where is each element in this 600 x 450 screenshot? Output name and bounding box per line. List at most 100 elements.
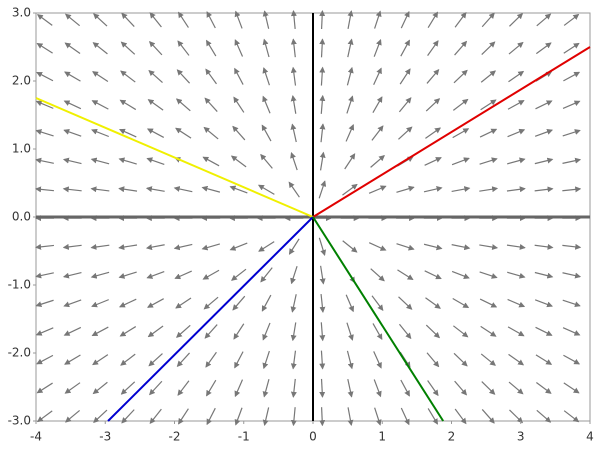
field-arrow [535,354,553,365]
field-arrow [508,70,525,83]
field-arrow [374,10,382,29]
x-tick-label: 3 [517,430,525,444]
field-arrow [370,154,385,168]
field-arrow [35,186,55,193]
y-tick-label: 0.0 [12,210,31,224]
field-arrow [319,265,326,285]
field-arrow [205,68,217,85]
y-tick-label: -3.0 [8,414,31,428]
field-arrow [507,100,525,110]
field-arrow [206,39,217,57]
field-arrow [536,382,552,394]
field-arrow [534,271,554,279]
field-arrow [290,95,297,114]
field-arrow [454,40,468,56]
field-arrow [506,186,526,193]
field-arrow [203,296,219,310]
field-arrow [232,125,246,141]
field-arrow [452,297,470,309]
field-arrow [319,38,326,58]
field-arrow [173,186,193,193]
field-arrow [290,10,297,30]
field-arrow [424,157,442,166]
field-arrow [563,71,581,82]
field-arrow [534,129,553,137]
field-arrow [399,68,411,85]
eigen-line [312,216,445,422]
field-arrow [233,323,245,340]
field-arrow [234,407,243,426]
field-arrow [234,10,243,29]
field-arrow [260,267,273,283]
field-arrow [368,242,387,251]
field-arrow [90,157,110,165]
field-arrow [562,129,581,137]
field-arrow [258,241,275,252]
field-arrow [148,69,163,84]
field-arrow [290,294,297,313]
field-arrow [148,40,163,56]
field-arrow [479,186,499,193]
field-arrow [35,299,54,308]
field-arrow [319,10,326,30]
field-arrow [290,265,298,285]
x-tick-label: -4 [30,430,42,444]
field-arrow [233,96,245,113]
field-arrow [148,353,163,367]
field-arrow [176,324,191,338]
field-arrow [229,185,248,194]
field-arrow [62,157,82,165]
field-arrow [206,407,216,426]
field-arrow [63,299,82,308]
field-arrow [319,66,326,86]
field-arrow [118,128,137,138]
field-arrow [534,299,553,308]
field-arrow [508,353,525,366]
field-arrow [149,380,163,396]
field-arrow [508,41,524,55]
field-arrow [319,123,326,143]
field-arrow [64,71,81,82]
field-arrow [508,381,524,395]
field-arrow [92,71,109,83]
field-arrow [118,157,137,165]
field-arrow [319,293,326,313]
field-arrow [91,100,109,110]
field-arrow [451,244,471,251]
field-arrow [147,325,164,338]
field-arrow [36,410,53,423]
field-arrow [396,243,415,251]
field-arrow [373,351,382,369]
x-tick-label: 2 [448,430,456,444]
field-arrow [64,354,81,365]
field-arrow [90,243,110,250]
field-arrow [319,151,326,171]
field-arrow [398,97,412,113]
eigen-line [312,46,591,218]
x-tick-label: -1 [238,430,250,444]
field-arrow [507,128,526,138]
field-arrow [91,326,109,337]
field-arrow [536,409,552,423]
field-arrow [507,157,526,165]
field-arrow [562,100,581,110]
field-arrow [261,294,272,312]
field-arrow [536,13,552,27]
field-arrow [319,378,326,398]
x-tick-label: 0 [309,430,317,444]
field-arrow [319,407,326,427]
y-tick-label: 3.0 [12,6,31,20]
field-arrow [400,407,410,426]
field-arrow [507,298,526,308]
field-arrow [423,185,443,193]
field-arrow [507,271,526,279]
field-arrow [562,157,582,164]
y-tick-label: -1.0 [8,278,31,292]
field-arrow [535,42,552,55]
field-arrow [319,322,326,342]
field-arrow [36,71,54,82]
field-arrow [319,350,326,370]
field-arrow [201,185,221,193]
field-arrow [373,67,382,86]
field-arrow [400,379,410,397]
